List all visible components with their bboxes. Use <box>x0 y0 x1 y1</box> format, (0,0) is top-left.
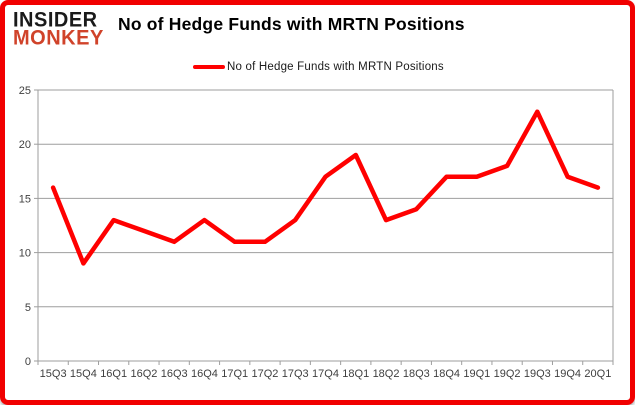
x-tick-label: 15Q3 <box>40 368 67 380</box>
x-tick-label: 18Q2 <box>373 368 400 380</box>
x-tick-label: 19Q1 <box>463 368 490 380</box>
logo-text-monkey: MONKEY <box>13 26 104 50</box>
chart-legend: No of Hedge Funds with MRTN Positions <box>193 61 444 73</box>
x-tick-label: 19Q2 <box>494 368 521 380</box>
x-tick-label: 17Q4 <box>312 368 339 380</box>
logo-text-insider: INSIDER <box>13 8 98 32</box>
y-tick-label: 20 <box>19 139 31 151</box>
y-tick-label: 10 <box>19 248 31 260</box>
x-tick-label: 20Q1 <box>584 368 611 380</box>
x-tick-label: 17Q1 <box>221 368 248 380</box>
x-tick-label: 18Q1 <box>342 368 369 380</box>
legend-line-swatch <box>193 64 225 70</box>
x-tick-label: 16Q2 <box>130 368 157 380</box>
x-tick-label: 17Q3 <box>282 368 309 380</box>
x-tick-label: 18Q4 <box>433 368 460 380</box>
y-tick-label: 5 <box>25 302 31 314</box>
x-tick-label: 19Q4 <box>554 368 581 380</box>
x-tick-label: 16Q3 <box>161 368 188 380</box>
x-tick-label: 17Q2 <box>252 368 279 380</box>
chart-title: No of Hedge Funds with MRTN Positions <box>118 14 465 34</box>
series-line <box>50 109 601 266</box>
x-tick-label: 15Q4 <box>70 368 97 380</box>
y-tick-label: 25 <box>19 85 31 97</box>
insider-monkey-logo: INSIDER MONKEY <box>13 8 104 50</box>
y-tick-label: 15 <box>19 193 31 205</box>
x-tick-label: 16Q1 <box>100 368 127 380</box>
x-tick-label: 18Q3 <box>403 368 430 380</box>
legend-label: No of Hedge Funds with MRTN Positions <box>227 61 444 73</box>
x-tick-label: 19Q3 <box>524 368 551 380</box>
y-tick-label: 0 <box>25 356 31 368</box>
x-tick-label: 16Q4 <box>191 368 218 380</box>
